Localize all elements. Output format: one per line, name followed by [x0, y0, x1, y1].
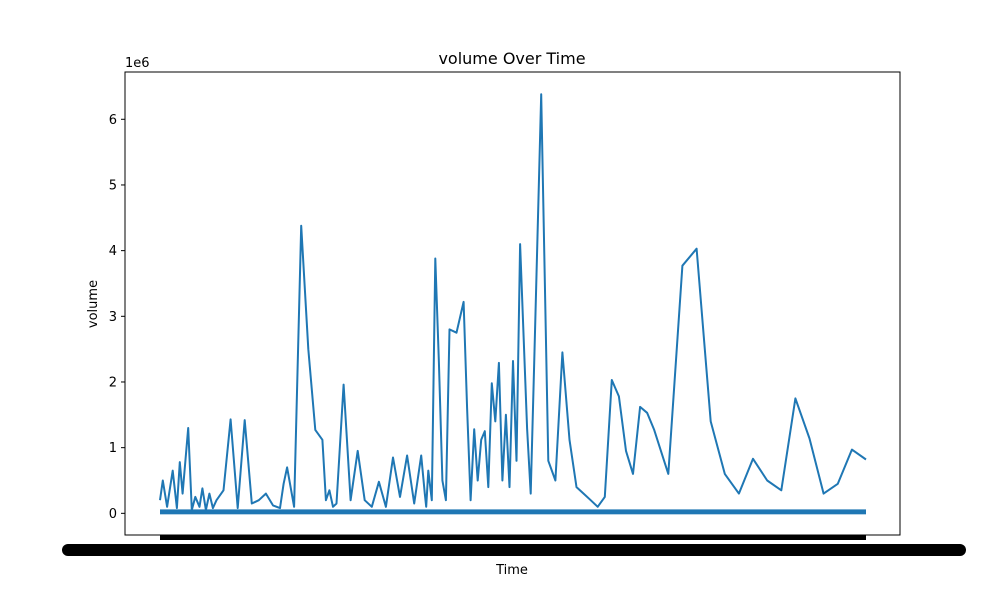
- series-line: [159, 93, 867, 511]
- y-tick-label: 3: [109, 310, 117, 325]
- x-tick-label-band: [62, 544, 966, 556]
- chart-title: volume Over Time: [438, 49, 585, 68]
- x-axis-label: Time: [495, 563, 528, 578]
- y-tick-label: 6: [109, 113, 117, 128]
- series-layer: [159, 93, 867, 515]
- x-tick-labels: [62, 535, 966, 556]
- y-tick-label: 0: [109, 507, 117, 522]
- y-tick-label: 5: [109, 178, 117, 193]
- y-axis-label: volume: [86, 280, 101, 328]
- y-axis: 0 1 2 3 4 5 6: [109, 113, 125, 522]
- y-scale-note: 1e6: [125, 56, 150, 71]
- y-tick-label: 2: [109, 375, 117, 390]
- x-tick-marks: [160, 535, 866, 540]
- y-tick-label: 1: [109, 441, 117, 456]
- y-tick-label: 4: [109, 244, 117, 259]
- series-baseline-band: [160, 509, 866, 515]
